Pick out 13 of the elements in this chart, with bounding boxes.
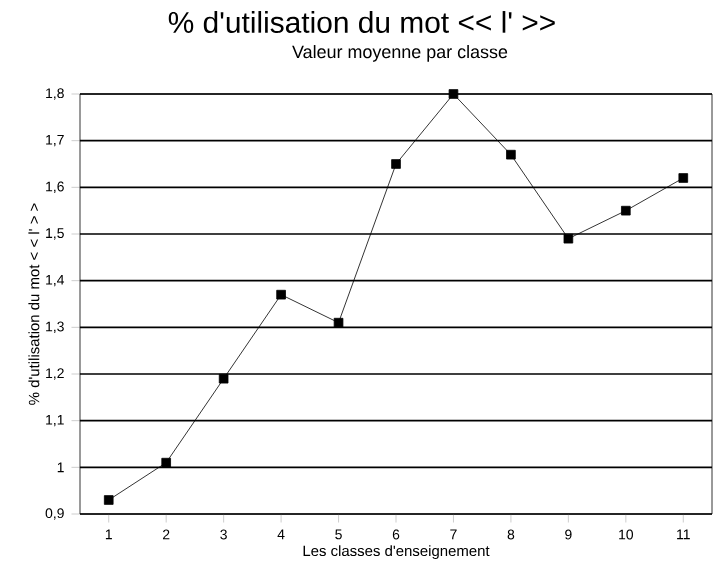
point [621,205,631,216]
point [276,289,286,300]
point [218,373,229,384]
chart-title: % d'utilisation du mot << l' >> [168,11,555,33]
point [333,317,344,328]
point [506,149,516,160]
point [161,457,171,468]
point [678,173,689,183]
chart-subtitle: Valeur moyenne par classe [292,45,508,62]
point [391,159,401,169]
point [563,233,574,244]
point [448,89,459,99]
point [103,495,114,505]
